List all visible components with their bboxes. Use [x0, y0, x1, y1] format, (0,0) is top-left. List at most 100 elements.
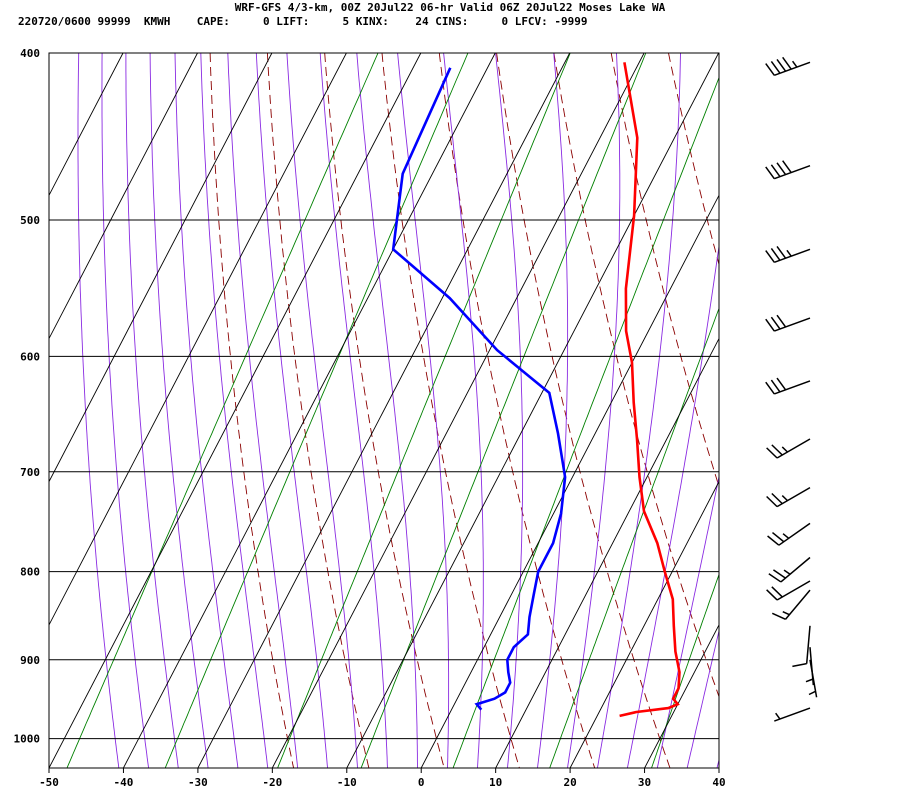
barb-half-feather	[775, 712, 781, 720]
y-tick-label: 800	[20, 566, 40, 579]
moist-adiabat	[101, 53, 150, 768]
wind-barb	[768, 556, 811, 583]
barb-full-feather	[782, 56, 792, 70]
mixing-ratio-line	[66, 53, 379, 768]
dry-adiabat	[496, 53, 671, 768]
isotherm	[49, 53, 198, 340]
chart-title: WRF-GFS 4/3-km, 00Z 20Jul22 06-hr Valid …	[234, 1, 666, 14]
barb-full-feather	[765, 318, 775, 332]
wind-barb	[765, 314, 811, 332]
barb-half-feather	[781, 495, 789, 502]
barb-staff	[774, 380, 811, 395]
barb-half-feather	[782, 611, 790, 616]
isotherm	[495, 337, 719, 768]
barb-full-feather	[771, 586, 783, 598]
isotherm	[49, 53, 124, 197]
dry-adiabat	[381, 53, 520, 768]
dewpoint-profile	[391, 67, 567, 711]
wind-barb	[765, 377, 811, 395]
moist-adiabat	[656, 474, 719, 768]
dry-adiabat	[266, 53, 370, 768]
moist-adiabat	[626, 243, 719, 768]
moist-adiabat	[77, 53, 120, 768]
x-tick-label: -10	[337, 776, 357, 789]
barb-staff	[776, 438, 811, 459]
dry-adiabat	[324, 53, 445, 768]
x-tick-label: 30	[638, 776, 651, 789]
barb-full-feather	[765, 166, 775, 180]
mixing-ratio-line	[164, 53, 469, 768]
barb-full-feather	[776, 58, 787, 72]
x-tick-label: 20	[563, 776, 576, 789]
wind-barb	[765, 245, 811, 264]
barb-full-feather	[766, 589, 778, 601]
wind-barb	[792, 625, 811, 668]
isotherm	[49, 53, 273, 483]
barb-full-feather	[766, 495, 778, 508]
barb-full-feather	[765, 381, 775, 395]
isotherm	[644, 623, 719, 768]
barb-full-feather	[771, 444, 783, 456]
wind-barb	[765, 160, 811, 180]
barb-full-feather	[770, 164, 781, 178]
moist-adiabat	[149, 53, 209, 768]
plot-frame	[48, 52, 720, 769]
moist-adiabat	[686, 628, 719, 768]
y-tick-label: 900	[20, 654, 40, 667]
barb-staff	[776, 580, 811, 601]
barb-full-feather	[770, 61, 781, 74]
moist-adiabat	[319, 53, 388, 768]
moist-adiabat	[174, 53, 239, 768]
barb-staff	[780, 556, 811, 583]
dry-adiabat	[783, 53, 900, 768]
profiles	[391, 62, 681, 718]
moist-adiabat	[567, 53, 621, 768]
moist-adiabat	[286, 53, 358, 768]
dry-adiabat	[553, 53, 719, 698]
mixing-ratio-line	[452, 76, 719, 768]
moist-adiabat	[596, 53, 681, 768]
isotherm	[420, 194, 719, 768]
barb-staff	[776, 486, 811, 508]
mixing-ratio-line	[360, 53, 647, 768]
moist-adiabat	[125, 53, 179, 768]
wind-barb	[774, 707, 811, 722]
temperature-profile	[619, 62, 681, 718]
barb-staff	[778, 522, 811, 546]
barb-staff	[809, 659, 818, 698]
barb-half-feather	[805, 678, 814, 683]
barb-full-feather	[776, 314, 787, 328]
mixing-ratio-line	[651, 573, 719, 768]
barb-full-feather	[776, 377, 787, 391]
wind-barb	[766, 580, 811, 601]
dry-adiabat	[610, 53, 719, 488]
dry-adiabat	[840, 53, 900, 768]
barb-half-feather	[791, 60, 798, 68]
x-tick-label: -50	[39, 776, 59, 789]
moist-adiabat	[716, 758, 719, 768]
barb-full-feather	[771, 492, 783, 505]
isotherm	[123, 53, 496, 768]
isotherm	[271, 53, 645, 768]
x-tick-label: 40	[712, 776, 725, 789]
barb-half-feather	[808, 690, 816, 696]
x-tick-label: 0	[418, 776, 425, 789]
barb-full-feather	[770, 248, 781, 261]
wind-barb	[766, 486, 811, 508]
moist-adiabat	[495, 53, 524, 768]
y-tick-label: 500	[20, 214, 40, 227]
barb-half-feather	[786, 249, 792, 257]
barb-half-feather	[782, 533, 790, 539]
isotherm	[569, 480, 719, 768]
barb-full-feather	[768, 573, 782, 583]
background-lines	[49, 53, 900, 768]
dry-adiabat	[726, 53, 900, 768]
barb-full-feather	[773, 569, 786, 579]
dry-adiabat	[209, 53, 295, 768]
wind-barb	[771, 589, 811, 620]
mixing-ratio-line	[549, 307, 719, 768]
barb-full-feather	[767, 535, 780, 546]
sounding-stats: 220720/0600 99999 KMWH CAPE: 0 LIFT: 5 K…	[18, 15, 588, 28]
x-tick-label: 10	[489, 776, 502, 789]
